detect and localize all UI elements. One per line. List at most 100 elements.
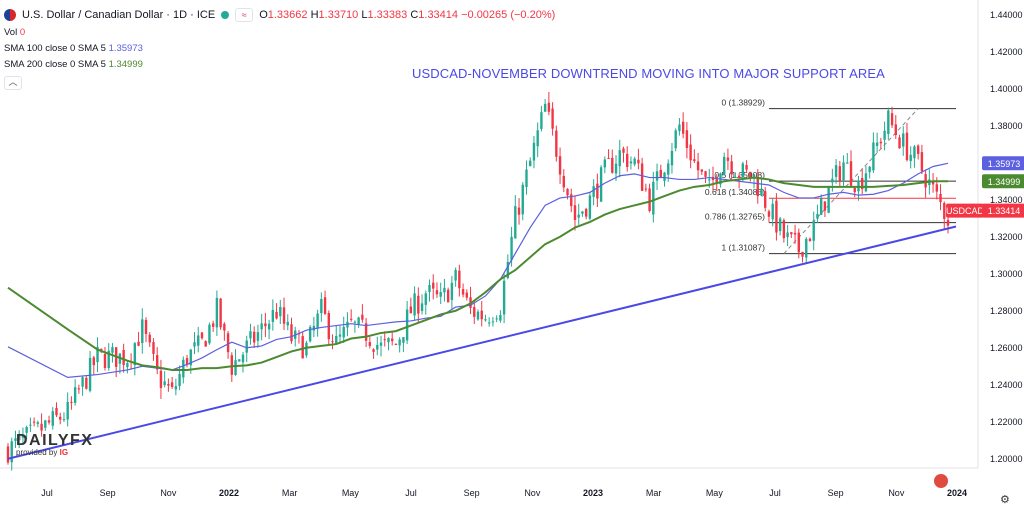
candle-body <box>764 191 767 208</box>
candle-body <box>596 183 599 199</box>
candle-body <box>100 348 103 351</box>
candle-body <box>159 370 163 388</box>
y-tick-label: 1.26000 <box>990 343 1023 353</box>
candle-body <box>514 206 517 239</box>
sma100-line <box>7 162 949 378</box>
sma100-legend[interactable]: SMA 100 close 0 SMA 5 1.35973 <box>4 43 143 54</box>
chart-header: U.S. Dollar / Canadian Dollar · 1D · ICE… <box>4 8 555 22</box>
candle-body <box>842 162 845 181</box>
candle-body <box>853 187 856 193</box>
candle-body <box>487 322 491 324</box>
candle-body <box>939 193 942 203</box>
candle-body <box>133 343 137 366</box>
candle-body <box>450 282 454 300</box>
candle-body <box>611 157 614 173</box>
candle-body <box>745 165 748 170</box>
candle-body <box>805 238 808 258</box>
candle-body <box>872 142 875 171</box>
candle-body <box>943 203 946 219</box>
candle-body <box>88 358 92 391</box>
candle-body <box>913 146 916 159</box>
candle-body <box>752 174 756 178</box>
candle-body <box>905 132 909 161</box>
candle-body <box>148 334 151 343</box>
y-tick-label: 1.34000 <box>990 195 1023 205</box>
support-trendline <box>7 225 957 460</box>
candle-body <box>622 148 625 153</box>
candle-body <box>264 323 267 327</box>
candle-body <box>655 171 659 181</box>
candle-body <box>36 422 40 424</box>
candle-body <box>700 169 704 172</box>
logo-sub-brand: IG <box>59 448 69 457</box>
candle-body <box>540 112 543 129</box>
candle-body <box>499 315 502 321</box>
x-tick-label: 2024 <box>947 488 967 498</box>
candle-body <box>256 332 260 341</box>
candle-body <box>529 160 532 167</box>
candle-body <box>238 359 241 362</box>
sma200-legend[interactable]: SMA 200 close 0 SMA 5 1.34999 <box>4 59 143 70</box>
candle-body <box>566 188 569 196</box>
candle-body <box>70 401 73 403</box>
candle-body <box>678 124 681 132</box>
y-tick-label: 1.38000 <box>990 121 1023 131</box>
candle-body <box>409 306 413 314</box>
candles-group <box>6 91 950 471</box>
candle-body <box>909 154 912 162</box>
candle-body <box>405 309 409 341</box>
price-label: 1.34999 <box>988 177 1021 187</box>
candle-body <box>689 144 692 161</box>
candle-body <box>446 289 450 303</box>
candle-body <box>577 214 580 218</box>
candle-body <box>245 340 248 353</box>
price-label-bg <box>982 203 1024 218</box>
candle-body <box>305 342 308 356</box>
x-tick-label: Nov <box>888 488 905 498</box>
candle-body <box>626 153 629 167</box>
candle-body <box>241 354 245 363</box>
candle-body <box>633 158 636 165</box>
candle-body <box>372 349 375 352</box>
alert-icon[interactable]: ≈ <box>235 8 254 22</box>
candle-body <box>916 145 920 154</box>
candle-body <box>588 195 592 219</box>
fib-level-label: 0 (1.38929) <box>721 98 765 108</box>
sma200-line <box>7 176 948 371</box>
candle-body <box>502 280 506 315</box>
symbol-title[interactable]: U.S. Dollar / Canadian Dollar · 1D · ICE <box>22 9 216 21</box>
candle-body <box>282 307 286 324</box>
candle-body <box>197 335 200 346</box>
y-tick-label: 1.22000 <box>990 417 1023 427</box>
x-tick-label: Jul <box>769 488 781 498</box>
gear-icon[interactable]: ⚙ <box>1000 494 1010 506</box>
candle-body <box>357 317 360 326</box>
candle-body <box>223 323 226 331</box>
candle-body <box>208 324 211 344</box>
candle-body <box>510 236 513 261</box>
candle-body <box>335 335 338 345</box>
candle-body <box>618 150 621 167</box>
sma200-label: SMA 200 close 0 SMA 5 <box>4 59 106 70</box>
candle-body <box>894 124 897 135</box>
candle-body <box>532 142 536 161</box>
logo-sub: provided by IG <box>16 448 93 457</box>
candle-body <box>525 169 528 188</box>
sma200-value: 1.34999 <box>108 59 143 70</box>
candle-body <box>323 297 327 314</box>
close-value: 1.33414 <box>418 9 459 21</box>
fib-level-label: 0.618 (1.34083) <box>705 187 765 197</box>
y-tick-label: 1.20000 <box>990 454 1023 464</box>
candle-body <box>715 178 718 184</box>
collapse-legend-button[interactable]: ︿ <box>4 76 22 90</box>
tradingview-icon[interactable] <box>934 474 948 488</box>
candle-body <box>834 165 838 177</box>
candle-body <box>267 323 271 330</box>
candle-body <box>782 220 786 239</box>
y-tick-label: 1.42000 <box>990 47 1023 57</box>
candle-body <box>734 176 737 178</box>
volume-legend[interactable]: Vol 0 <box>4 27 25 38</box>
candle-body <box>62 419 66 421</box>
y-tick-label: 1.44000 <box>990 10 1023 20</box>
